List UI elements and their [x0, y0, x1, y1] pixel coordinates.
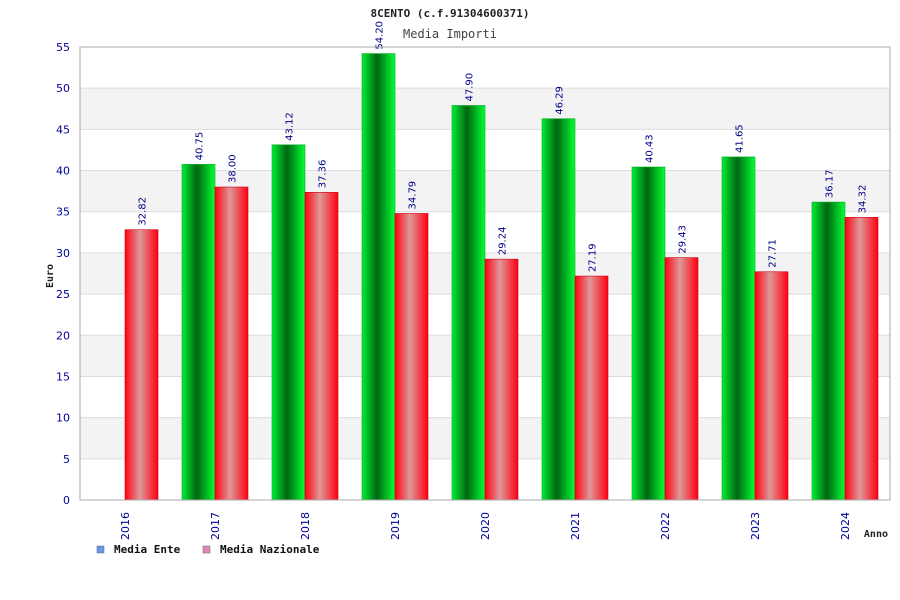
bar-media-ente-2019	[361, 53, 396, 501]
data-label: 27.71	[768, 239, 779, 268]
chart-title: 8CENTO (c.f.91304600371)	[371, 7, 530, 20]
bar-media-ente-2022	[631, 166, 666, 501]
data-label: 54.20	[375, 21, 386, 50]
x-tick-label: 2021	[569, 512, 582, 540]
bar-media-ente-2018	[271, 144, 306, 501]
data-label: 47.90	[465, 73, 476, 102]
data-label: 34.32	[858, 185, 869, 214]
data-label: 46.29	[555, 86, 566, 115]
bar-media-nazionale-2024	[844, 217, 879, 501]
x-tick-label: 2022	[659, 512, 672, 540]
x-tick-label: 2019	[389, 512, 402, 540]
bar-media-nazionale-2021	[574, 275, 609, 501]
bar-media-ente-2021	[541, 118, 576, 501]
data-label: 29.43	[678, 225, 689, 254]
legend-label: Media Ente	[114, 543, 181, 556]
y-tick-label: 10	[56, 412, 70, 425]
y-tick-label: 25	[56, 288, 70, 301]
x-tick-label: 2020	[479, 512, 492, 540]
data-label: 38.00	[228, 154, 239, 183]
data-label: 29.24	[498, 227, 509, 256]
y-axis-label: Euro	[45, 264, 56, 288]
x-tick-label: 2017	[209, 512, 222, 540]
bar-media-nazionale-2022	[664, 257, 699, 501]
bar-media-nazionale-2017	[214, 186, 249, 501]
bar-media-nazionale-2020	[484, 258, 519, 501]
y-tick-label: 50	[56, 82, 70, 95]
legend-label: Media Nazionale	[220, 543, 320, 556]
data-labels-layer: 32.82 40.75 38.00 43.12 37.36 54.20 34.79 47.90…	[138, 21, 869, 272]
legend-swatch	[96, 545, 105, 554]
bar-media-ente-2017	[181, 164, 216, 501]
data-label: 37.36	[318, 160, 329, 189]
bar-media-nazionale-2023	[754, 271, 789, 501]
data-label: 34.79	[408, 181, 419, 210]
x-axis-label: Anno	[864, 529, 888, 540]
plot-frame	[79, 46, 891, 501]
data-label: 36.17	[825, 169, 836, 198]
x-tick-label: 2024	[839, 512, 852, 540]
data-label: 32.82	[138, 197, 149, 226]
data-label: 41.65	[735, 124, 746, 153]
data-label: 27.19	[588, 243, 599, 272]
x-tick-label: 2018	[299, 512, 312, 540]
bar-media-nazionale-2019	[394, 213, 429, 501]
y-tick-label: 35	[56, 206, 70, 219]
y-tick-label: 45	[56, 123, 70, 136]
y-tick-label: 5	[63, 453, 70, 466]
bar-media-nazionale-2018	[304, 191, 339, 501]
data-label: 43.12	[285, 112, 296, 141]
axis-layer: 0 5 10 15 20 25 30 35 40 45 50 55 2016 2017 2018 2019 20…	[56, 41, 891, 540]
y-tick-label: 0	[63, 494, 70, 507]
bar-media-ente-2024	[811, 201, 846, 501]
data-label: 40.75	[195, 132, 206, 161]
legend: Media Ente Media Nazionale	[96, 543, 320, 556]
y-tick-label: 30	[56, 247, 70, 260]
bar-media-ente-2020	[451, 105, 486, 501]
legend-swatch	[202, 545, 211, 554]
y-tick-label: 55	[56, 41, 70, 54]
bar-media-ente-2023	[721, 156, 756, 501]
bars-layer	[124, 53, 879, 501]
chart-subtitle: Media Importi	[403, 27, 497, 41]
y-tick-label: 15	[56, 370, 70, 383]
x-tick-label: 2023	[749, 512, 762, 540]
data-label: 40.43	[645, 134, 656, 163]
x-tick-label: 2016	[119, 512, 132, 540]
y-tick-label: 40	[56, 165, 70, 178]
y-tick-label: 20	[56, 329, 70, 342]
bar-media-nazionale-2016	[124, 229, 159, 501]
